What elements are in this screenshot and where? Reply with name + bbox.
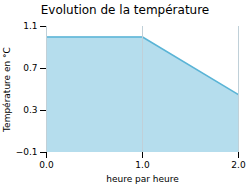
svg-text:2.0: 2.0 [231, 160, 246, 170]
svg-text:0.3: 0.3 [23, 105, 37, 115]
svg-text:0.0: 0.0 [39, 160, 54, 170]
svg-text:heure par heure: heure par heure [106, 174, 179, 184]
html-text:Evolution de la température: Evolution de la température [40, 3, 210, 17]
svg-text:Température en °C: Température en °C [2, 47, 12, 133]
svg-text:−0.1: −0.1 [16, 147, 38, 157]
svg-text:1.1: 1.1 [23, 21, 37, 31]
svg-text:1.0: 1.0 [135, 160, 150, 170]
svg-text:0.7: 0.7 [23, 63, 37, 73]
